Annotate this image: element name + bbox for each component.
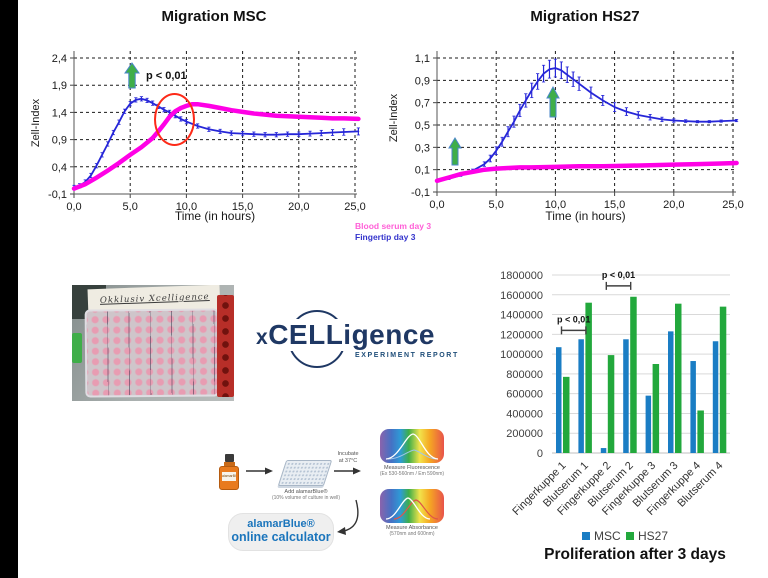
bottle-neck (224, 462, 235, 466)
logo-igence: igence (343, 319, 435, 350)
svg-text:1200000: 1200000 (500, 329, 543, 341)
filmstrip-black-bar (0, 0, 18, 578)
svg-text:5,0: 5,0 (123, 201, 138, 213)
add-caption-line2: (10% volume of culture in well) (271, 495, 341, 501)
calculator-line1: alamarBlue® (247, 518, 315, 530)
absorbance-spectrum-icon (380, 489, 444, 523)
calculator-line2: online calculator (231, 530, 331, 544)
xcelligence-logo: xCELLigence Experiment Report (248, 303, 459, 368)
svg-text:25,0: 25,0 (722, 199, 743, 211)
spectrum2-white-curve (385, 497, 431, 520)
arrow-head-2 (353, 467, 361, 475)
svg-text:0,0: 0,0 (66, 201, 81, 213)
incubate-line2: at 37°C (338, 457, 358, 464)
logo-cell: CELL (268, 319, 344, 350)
spectrum1-main-curve (385, 433, 439, 460)
svg-text:0,0: 0,0 (429, 199, 444, 211)
svg-text:0,9: 0,9 (415, 75, 430, 87)
workflow-arrows (246, 467, 361, 535)
svg-text:800000: 800000 (506, 369, 543, 381)
msc-chart-title: Migration MSC (161, 8, 267, 25)
svg-text:20,0: 20,0 (288, 201, 309, 213)
legend-blood-serum: Blood serum day 3 (355, 221, 432, 231)
curved-arrow-head (337, 527, 346, 535)
absorbance-caption: Measure Absorbance (570nm and 600nm) (364, 525, 460, 537)
svg-text:1,4: 1,4 (52, 107, 67, 119)
fluorescence-line2: (Ex 530-560nm / Em 590nm) (379, 471, 445, 477)
fluorescence-spectrum-icon (380, 429, 444, 463)
hs27-x-axis-label: Time (in hours) (545, 209, 626, 223)
fluorescence-caption: Measure Fluorescence (Ex 530-560nm / Em … (364, 465, 460, 477)
svg-text:-0,1: -0,1 (48, 189, 67, 201)
svg-text:1,1: 1,1 (415, 53, 430, 65)
photo-red-tube-rack (217, 295, 234, 397)
svg-text:0: 0 (537, 448, 543, 460)
add-alamarblue-caption: Add alamarBlue® (10% volume of culture i… (262, 489, 350, 501)
photo-green-object (72, 333, 82, 363)
proliferation-bar-chart: 0 200000 400000 600000 800000 1000000 1200000 1… (500, 270, 730, 543)
svg-text:200000: 200000 (506, 428, 543, 440)
svg-text:1000000: 1000000 (500, 349, 543, 361)
svg-text:0,5: 0,5 (415, 120, 430, 132)
absorbance-line1: Measure Absorbance (386, 525, 438, 531)
legend-fingertip: Fingertip day 3 (355, 232, 416, 242)
svg-text:2,4: 2,4 (52, 53, 67, 65)
photo-96-well-plate (84, 308, 220, 398)
svg-text:0,3: 0,3 (415, 142, 430, 154)
proliferation-chart-title: Proliferation after 3 days (544, 546, 726, 563)
svg-text:1,9: 1,9 (52, 80, 67, 92)
logo-wordmark: xCELLigence (254, 319, 437, 351)
online-calculator-badge: alamarBlue® online calculator (228, 513, 334, 551)
plate-photo: Okklusiv Xcelligence (72, 285, 234, 401)
svg-text:5,0: 5,0 (489, 199, 504, 211)
msc-x-axis-label: Time (in hours) (174, 209, 256, 223)
svg-text:1800000: 1800000 (500, 270, 543, 282)
svg-text:0,9: 0,9 (52, 135, 67, 147)
svg-text:0,7: 0,7 (415, 98, 430, 110)
svg-text:-0,1: -0,1 (411, 187, 430, 199)
incubate-line1: Incubate (337, 451, 359, 457)
curved-arrow-line (343, 499, 359, 532)
spectrum2-red-curve (393, 499, 439, 520)
svg-text:25,0: 25,0 (344, 201, 365, 213)
alamarblue-bottle-icon: alamarBlue (219, 454, 239, 490)
svg-text:p < 0,01: p < 0,01 (557, 314, 590, 324)
crossing-highlight-circle (154, 93, 195, 146)
absorbance-line2: (570nm and 600nm) (389, 531, 435, 537)
svg-text:0,4: 0,4 (52, 162, 67, 174)
svg-text:1600000: 1600000 (500, 290, 543, 302)
svg-text:p < 0,01: p < 0,01 (602, 270, 635, 280)
bottle-label: alamarBlue (222, 472, 236, 481)
hs27-chart-title: Migration HS27 (530, 8, 640, 25)
logo-x: x (256, 326, 269, 349)
svg-text:0,1: 0,1 (415, 165, 430, 177)
bottle-cap (225, 454, 234, 462)
spectrum1-small-curve (387, 449, 437, 460)
svg-text:HS27: HS27 (638, 529, 668, 543)
svg-text:10,0: 10,0 (176, 201, 197, 213)
svg-text:MSC: MSC (594, 529, 621, 543)
svg-text:1400000: 1400000 (500, 310, 543, 322)
svg-text:20,0: 20,0 (663, 199, 684, 211)
svg-text:600000: 600000 (506, 389, 543, 401)
msc-p-value-annotation: p < 0,01 (146, 70, 187, 82)
photo-handwriting: Okklusiv Xcelligence (99, 292, 210, 306)
svg-text:15,0: 15,0 (232, 201, 253, 213)
hs27-line-chart: 0,0 5,0 10,0 15,0 20,0 25,0 1,1 0,9 0,7 0,5 0,3 0,1… (411, 51, 744, 211)
microplate-icon (277, 460, 333, 486)
svg-text:400000: 400000 (506, 408, 543, 420)
svg-text:10,0: 10,0 (545, 199, 566, 211)
msc-line-chart: 0,0 5,0 10,0 15,0 20,0 25,0 2,4 1,9 1,4 0,9 0,4 -0,… (48, 51, 366, 213)
incubate-caption: Incubate at 37°C (330, 451, 366, 464)
arrow-head-1 (265, 467, 273, 475)
svg-text:15,0: 15,0 (604, 199, 625, 211)
fluorescence-line1: Measure Fluorescence (384, 465, 440, 471)
logo-subtitle: Experiment Report (355, 352, 459, 359)
add-caption-line1: Add alamarBlue® (284, 489, 328, 495)
